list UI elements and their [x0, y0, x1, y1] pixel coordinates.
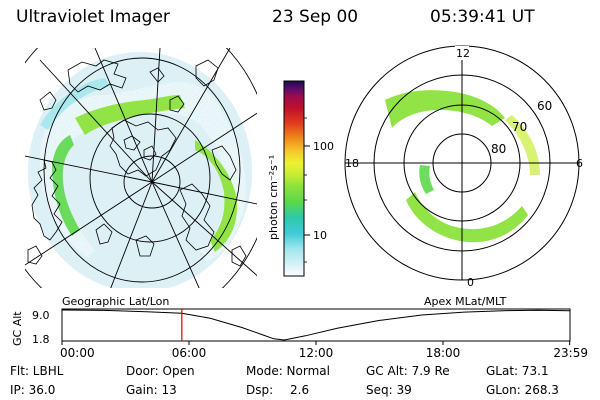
- glat-info: GLat: 73.1: [486, 364, 549, 378]
- mlt-12-bg: [455, 46, 469, 60]
- altitude-xtick-label: 00:00: [60, 346, 95, 360]
- glon-info: GLon: 268.3: [486, 383, 559, 397]
- altitude-plot-frame: [61, 308, 571, 342]
- altitude-xtick-label: 18:00: [426, 346, 461, 360]
- geographic-image: [25, 48, 257, 288]
- altitude-xtick-label: 23:59: [553, 346, 588, 360]
- mlt-label-12: 12: [456, 47, 470, 60]
- geo-graticule: [25, 48, 257, 288]
- geo-aurora-emission: [28, 52, 252, 288]
- colorbar-unit-label: photon cm⁻²s⁻¹: [267, 155, 280, 240]
- mlt-label-0: 0: [467, 276, 474, 289]
- mlt-label-6: 6: [576, 157, 583, 170]
- filter-info: Flt: LBHL: [10, 364, 64, 378]
- altitude-xtick-label: 12:00: [299, 346, 334, 360]
- date-label: 23 Sep 00: [272, 7, 359, 27]
- geo-panel-label: Geographic Lat/Lon: [62, 295, 169, 308]
- mlat-label-80: 80: [491, 142, 506, 156]
- altitude-ylabel: GC Alt: [11, 311, 24, 346]
- seq-info: Seq: 39: [366, 383, 412, 397]
- altitude-ytick-max: 9.0: [32, 309, 50, 322]
- altitude-ytick-min: 1.8: [32, 333, 50, 346]
- door-info: Door: Open: [126, 364, 195, 378]
- colorbar: 100 10 photon cm⁻²s⁻¹: [267, 80, 334, 277]
- altitude-curve: [61, 309, 570, 341]
- gc-alt-info: GC Alt: 7.9 Re: [366, 364, 450, 378]
- dsp-label: Dsp:: [246, 383, 274, 397]
- mlat-label-60: 60: [537, 99, 552, 113]
- polar-panel-label: Apex MLat/MLT: [424, 295, 507, 308]
- altitude-xticks: 00:00 06:00 12:00 18:00 23:59: [60, 341, 588, 360]
- colorbar-tick-10: 10: [313, 229, 327, 242]
- instrument-title: Ultraviolet Imager: [16, 7, 170, 27]
- geo-coastlines: [27, 59, 247, 267]
- dsp-value: 2.6: [290, 383, 310, 397]
- altitude-xtick-label: 06:00: [172, 346, 207, 360]
- mlt-label-18: 18: [345, 157, 359, 170]
- altitude-plot: GC Alt 9.0 1.8 00:00 06:00 12:00 18:00 23:59: [11, 308, 588, 360]
- ip-info: IP: 36.0: [10, 383, 56, 397]
- mlat-label-70: 70: [512, 120, 527, 134]
- colorbar-tick-100: 100: [313, 140, 334, 153]
- mode-info: Mode: Normal: [246, 364, 330, 378]
- polar-grid: [344, 45, 580, 281]
- gain-info: Gain: 13: [126, 383, 177, 397]
- polar-aurora-emission: [372, 83, 547, 249]
- time-label: 05:39:41 UT: [430, 7, 535, 27]
